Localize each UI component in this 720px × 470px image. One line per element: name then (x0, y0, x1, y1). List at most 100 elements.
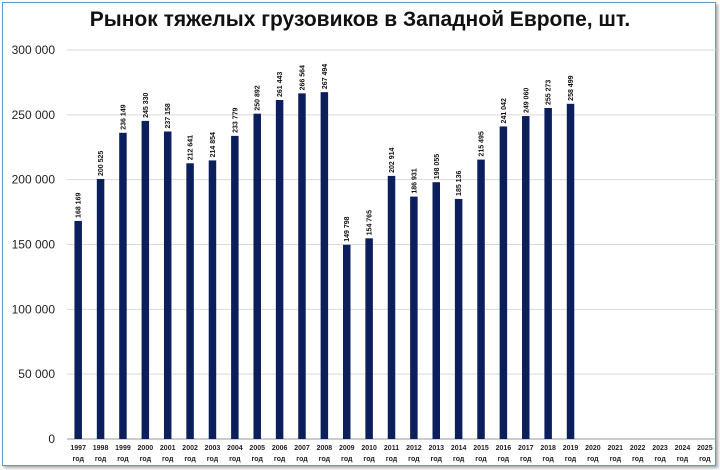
x-tick-label-year: 2004 (227, 445, 243, 452)
y-tick-label: 0 (48, 432, 55, 446)
x-tick-label-year: 2012 (406, 445, 422, 452)
x-tick-label-year: 2013 (428, 445, 444, 452)
x-tick-label-unit: год (251, 456, 263, 463)
data-label: 185 136 (456, 171, 463, 196)
x-tick-label-unit: год (274, 456, 286, 463)
x-tick-label-year: 2006 (272, 445, 288, 452)
x-tick-label-unit: год (140, 456, 152, 463)
x-tick-label-unit: год (72, 456, 84, 463)
x-tick-label-year: 1997 (70, 445, 86, 452)
data-label: 168 169 (76, 193, 83, 218)
x-tick-label-unit: год (431, 456, 443, 463)
x-tick-label-year: 2020 (585, 445, 601, 452)
data-label: 258 499 (568, 75, 575, 100)
x-tick-label-unit: год (520, 456, 532, 463)
bar (499, 126, 508, 439)
bar (253, 113, 261, 440)
data-label: 215 495 (479, 131, 486, 156)
data-label: 200 525 (98, 151, 105, 176)
x-tick-label-year: 2003 (205, 445, 221, 452)
x-tick-label-unit: год (162, 456, 174, 463)
x-tick-label-unit: год (319, 456, 331, 463)
y-tick-label: 150 000 (12, 238, 56, 252)
bar (477, 159, 485, 439)
x-tick-label-unit: год (654, 456, 666, 463)
x-tick-label-year: 2017 (518, 445, 534, 452)
bar (74, 220, 82, 439)
chart-title: Рынок тяжелых грузовиков в Западной Евро… (89, 8, 631, 31)
x-tick-label-unit: год (542, 456, 554, 463)
bar (141, 120, 150, 439)
y-tick-label: 100 000 (12, 302, 56, 316)
x-tick-label-year: 2018 (540, 445, 556, 452)
x-tick-label-unit: год (610, 456, 622, 463)
x-tick-label-year: 2009 (339, 445, 355, 452)
bar (544, 107, 552, 440)
bar (208, 160, 217, 439)
x-tick-label-year: 2016 (496, 445, 512, 452)
bar (119, 132, 127, 439)
bar (298, 93, 306, 439)
bar (410, 196, 418, 439)
y-tick-label: 50 000 (18, 367, 55, 381)
x-tick-label-year: 2011 (384, 445, 399, 452)
bar (454, 198, 463, 439)
x-tick-label-year: 2005 (249, 445, 265, 452)
data-label: 154 765 (367, 210, 374, 235)
x-tick-label-unit: год (95, 456, 107, 463)
data-label: 202 914 (389, 147, 396, 172)
data-label: 250 892 (255, 85, 262, 110)
x-tick-label-year: 2025 (697, 445, 713, 452)
x-tick-label-unit: год (475, 456, 487, 463)
data-label: 245 330 (143, 92, 150, 117)
data-label: 186 931 (411, 168, 418, 193)
data-label: 237 158 (165, 103, 172, 128)
bar (522, 116, 530, 440)
x-tick-label-unit: год (408, 456, 420, 463)
bar (387, 175, 396, 439)
data-label: 261 443 (277, 72, 284, 97)
x-tick-label-year: 2021 (608, 445, 624, 452)
x-tick-label-year: 2023 (652, 445, 668, 452)
x-tick-label-unit: год (207, 456, 219, 463)
bar (342, 244, 351, 439)
data-label: 198 055 (434, 154, 441, 179)
x-tick-label-year: 2010 (361, 445, 377, 452)
x-tick-label-unit: год (363, 456, 375, 463)
bar (231, 135, 239, 439)
bar (566, 103, 575, 440)
bar (320, 92, 329, 439)
x-tick-label-unit: год (453, 456, 465, 463)
x-tick-label-unit: год (296, 456, 308, 463)
x-tick-label-unit: год (117, 456, 129, 463)
bar (365, 238, 373, 439)
y-tick-label: 300 000 (12, 43, 56, 57)
data-label: 266 564 (299, 65, 306, 90)
data-label: 214 854 (210, 132, 217, 157)
data-label: 149 798 (344, 216, 351, 241)
bar (96, 178, 105, 440)
x-tick-label-year: 2022 (630, 445, 646, 452)
x-tick-label-year: 2002 (182, 445, 198, 452)
x-tick-label-year: 1998 (93, 445, 109, 452)
data-label: 212 641 (188, 135, 195, 160)
x-tick-label-year: 2019 (563, 445, 579, 452)
bar (275, 99, 284, 439)
x-tick-label-unit: год (184, 456, 196, 463)
x-tick-label-unit: год (565, 456, 577, 463)
x-tick-label-unit: год (386, 456, 398, 463)
x-tick-label-unit: год (341, 456, 353, 463)
x-tick-label-unit: год (229, 456, 241, 463)
y-tick-label: 200 000 (12, 173, 56, 187)
data-label: 255 273 (546, 80, 553, 105)
data-label: 249 060 (523, 88, 530, 113)
bar (163, 131, 172, 440)
x-tick-label-year: 1999 (115, 445, 131, 452)
x-tick-label-unit: год (699, 456, 711, 463)
data-label: 236 149 (120, 104, 127, 129)
x-tick-label-year: 2014 (451, 445, 467, 452)
x-tick-label-year: 2024 (675, 445, 691, 452)
data-label: 267 494 (322, 64, 329, 89)
data-label: 241 042 (501, 98, 508, 123)
